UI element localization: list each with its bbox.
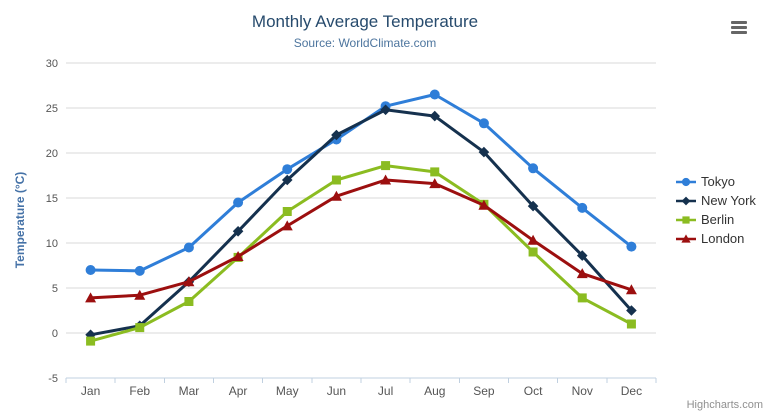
data-point-london-jul[interactable] <box>380 174 392 185</box>
x-axis-label-may: May <box>276 384 299 398</box>
legend-symbol-circle <box>681 177 691 186</box>
data-point-tokyo-feb[interactable] <box>134 265 145 276</box>
data-point-berlin-feb[interactable] <box>135 323 145 333</box>
data-point-tokyo-dec[interactable] <box>626 241 637 252</box>
data-point-new-york-oct[interactable] <box>527 200 539 212</box>
x-axis-label-sep: Sep <box>473 384 495 398</box>
x-axis-label-jul: Jul <box>378 384 393 398</box>
data-point-berlin-jun[interactable] <box>331 175 341 185</box>
x-axis-label-jan: Jan <box>81 384 100 398</box>
legend-item-new-york[interactable]: New York <box>676 191 756 210</box>
legend-label: Berlin <box>701 212 735 227</box>
data-point-london-sep[interactable] <box>478 199 490 210</box>
data-point-berlin-nov[interactable] <box>577 293 587 303</box>
legend-marker-diamond-icon <box>676 196 696 205</box>
data-point-berlin-mar[interactable] <box>184 297 194 306</box>
data-point-berlin-oct[interactable] <box>528 247 538 257</box>
series-line-berlin[interactable] <box>89 164 633 343</box>
data-point-berlin-dec[interactable] <box>626 319 636 329</box>
series-new-york[interactable] <box>85 104 637 341</box>
legend-label: London <box>701 231 745 246</box>
x-axis-label-dec: Dec <box>621 384 642 398</box>
series-tokyo[interactable] <box>85 89 637 276</box>
y-axis-title: Temperature (°C) <box>13 172 27 269</box>
data-point-london-jun[interactable] <box>330 190 342 201</box>
data-point-new-york-jan[interactable] <box>85 329 96 341</box>
legend-item-berlin[interactable]: Berlin <box>676 210 756 229</box>
legend-symbol-diamond <box>681 196 691 205</box>
legend-item-tokyo[interactable]: Tokyo <box>676 172 756 191</box>
data-point-london-nov[interactable] <box>576 268 588 279</box>
legend-label: Tokyo <box>701 174 735 189</box>
data-point-london-aug[interactable] <box>429 178 441 189</box>
data-point-berlin-jan[interactable] <box>86 336 96 346</box>
data-point-tokyo-sep[interactable] <box>478 118 489 129</box>
data-point-berlin-may[interactable] <box>282 207 292 216</box>
x-axis-label-aug: Aug <box>424 384 445 398</box>
data-point-tokyo-may[interactable] <box>282 164 293 175</box>
x-axis-label-feb: Feb <box>129 384 150 398</box>
y-axis-label: 30 <box>46 58 58 70</box>
x-axis-label-mar: Mar <box>179 384 200 398</box>
y-axis-label: 20 <box>46 148 58 160</box>
legend: Tokyo New York Berlin London <box>676 172 756 248</box>
data-point-london-apr[interactable] <box>232 251 244 261</box>
data-point-london-dec[interactable] <box>625 284 637 295</box>
data-point-new-york-jul[interactable] <box>380 104 391 116</box>
data-point-new-york-apr[interactable] <box>232 226 244 237</box>
hamburger-menu-icon <box>731 21 749 34</box>
series-london[interactable] <box>85 174 637 303</box>
export-menu-button[interactable] <box>731 21 749 35</box>
y-axis-label: 10 <box>46 238 58 250</box>
data-point-london-feb[interactable] <box>134 289 146 300</box>
data-point-tokyo-oct[interactable] <box>528 163 539 174</box>
credits-link[interactable]: Highcharts.com <box>686 399 763 411</box>
data-point-tokyo-apr[interactable] <box>233 197 244 208</box>
legend-symbol-square <box>682 215 690 224</box>
x-axis-label-apr: Apr <box>229 384 248 398</box>
x-axis-label-nov: Nov <box>572 384 593 398</box>
legend-symbol-triangle <box>681 233 691 243</box>
y-axis-label: 0 <box>52 328 58 340</box>
legend-item-london[interactable]: London <box>676 229 756 248</box>
legend-marker-circle-icon <box>676 177 696 186</box>
data-point-tokyo-jan[interactable] <box>85 265 96 275</box>
y-axis-label: -5 <box>48 373 58 385</box>
y-axis-label: 15 <box>46 193 58 205</box>
series-line-london[interactable] <box>89 178 633 300</box>
legend-marker-square-icon <box>676 215 696 224</box>
y-axis-label: 25 <box>46 103 58 115</box>
x-axis-label-oct: Oct <box>524 384 543 398</box>
data-point-berlin-jul[interactable] <box>381 161 391 171</box>
data-point-new-york-sep[interactable] <box>478 146 490 158</box>
legend-marker-triangle-icon <box>676 233 696 243</box>
legend-label: New York <box>701 193 756 208</box>
chart-subtitle: Source: WorldClimate.com <box>293 36 437 50</box>
data-point-tokyo-aug[interactable] <box>429 89 440 100</box>
data-point-london-may[interactable] <box>281 220 293 231</box>
data-point-london-mar[interactable] <box>183 276 195 287</box>
y-axis-label: 5 <box>52 283 58 295</box>
data-point-new-york-aug[interactable] <box>429 110 441 122</box>
data-point-london-oct[interactable] <box>527 234 539 245</box>
data-point-new-york-nov[interactable] <box>576 250 588 261</box>
chart-title: Monthly Average Temperature <box>251 12 479 31</box>
data-point-tokyo-mar[interactable] <box>183 242 194 253</box>
data-point-london-jan[interactable] <box>85 292 97 303</box>
data-point-berlin-aug[interactable] <box>430 167 440 177</box>
data-point-new-york-jun[interactable] <box>331 129 342 141</box>
x-axis-label-jun: Jun <box>327 384 346 398</box>
data-point-new-york-dec[interactable] <box>626 305 637 316</box>
data-point-new-york-may[interactable] <box>281 174 293 186</box>
series-line-new-york[interactable] <box>89 108 633 337</box>
data-point-tokyo-nov[interactable] <box>577 202 588 213</box>
